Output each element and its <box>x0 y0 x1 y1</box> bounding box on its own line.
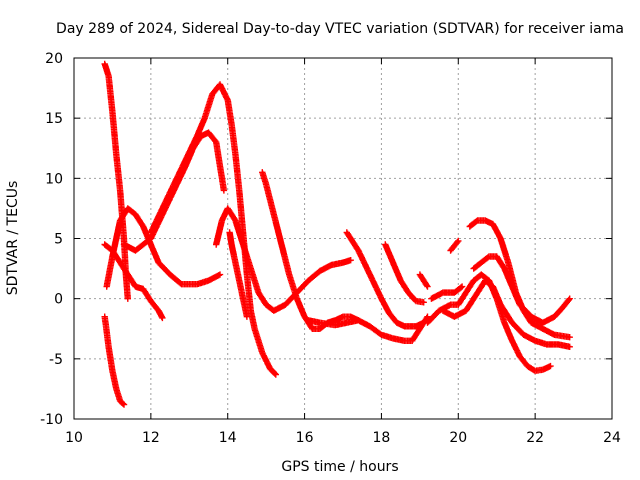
series-arc-m <box>416 271 431 290</box>
x-axis-title: GPS time / hours <box>281 459 398 475</box>
series-arc-r <box>470 253 573 326</box>
y-axis-title: SDTVAR / TECUs <box>5 181 21 296</box>
series-arc-o <box>428 283 466 302</box>
series-arc-g <box>213 205 354 314</box>
series-arc-a <box>101 60 131 302</box>
y-tick-labels: -10 -5 0 5 10 15 20 <box>40 51 63 428</box>
series-markers <box>382 241 427 306</box>
series-markers <box>226 229 251 320</box>
series-markers <box>439 277 573 350</box>
x-tick-labels: 10 12 14 16 18 20 22 24 <box>65 430 621 446</box>
x-tick-label: 18 <box>373 430 391 446</box>
series-arc-i <box>226 229 251 320</box>
y-tick-label: -5 <box>49 352 63 368</box>
y-tick-label: 15 <box>45 111 63 127</box>
series-markers <box>101 60 131 302</box>
data-series <box>101 60 573 408</box>
y-tick-label: 0 <box>54 292 63 308</box>
series-arc-k <box>343 229 427 330</box>
series-markers <box>416 271 431 290</box>
series-markers <box>147 81 279 378</box>
series-arc-d <box>101 241 166 322</box>
x-tick-label: 12 <box>142 430 160 446</box>
y-tick-label: 20 <box>45 51 63 67</box>
series-markers <box>466 217 573 341</box>
series-arc-l <box>382 241 427 306</box>
x-tick-label: 24 <box>603 430 621 446</box>
series-arc-h <box>259 169 362 332</box>
series-markers <box>101 313 128 408</box>
x-tick-label: 14 <box>219 430 237 446</box>
series-markers <box>428 283 466 302</box>
axis-ticks <box>73 57 613 420</box>
series-arc-f <box>147 81 279 378</box>
y-tick-label: -10 <box>40 412 63 428</box>
grid-lines <box>74 58 612 419</box>
series-arc-e <box>120 129 228 254</box>
x-tick-label: 16 <box>296 430 314 446</box>
series-arc-q <box>466 217 573 341</box>
series-arc-n <box>447 237 462 254</box>
series-markers <box>447 237 462 254</box>
series-markers <box>305 313 431 344</box>
chart-title: Day 289 of 2024, Sidereal Day-to-day VTE… <box>56 21 624 37</box>
x-tick-label: 22 <box>526 430 544 446</box>
series-markers <box>470 253 573 326</box>
y-tick-label: 5 <box>54 232 63 248</box>
y-tick-label: 10 <box>45 171 63 187</box>
series-markers <box>213 205 354 314</box>
series-markers <box>101 241 166 322</box>
x-tick-label: 20 <box>449 430 467 446</box>
series-markers <box>120 129 228 254</box>
series-markers <box>259 169 362 332</box>
series-arc-s <box>439 277 573 350</box>
series-arc-b <box>101 313 128 408</box>
x-tick-label: 10 <box>65 430 83 446</box>
series-arc-j <box>305 313 431 344</box>
series-markers <box>343 229 427 330</box>
